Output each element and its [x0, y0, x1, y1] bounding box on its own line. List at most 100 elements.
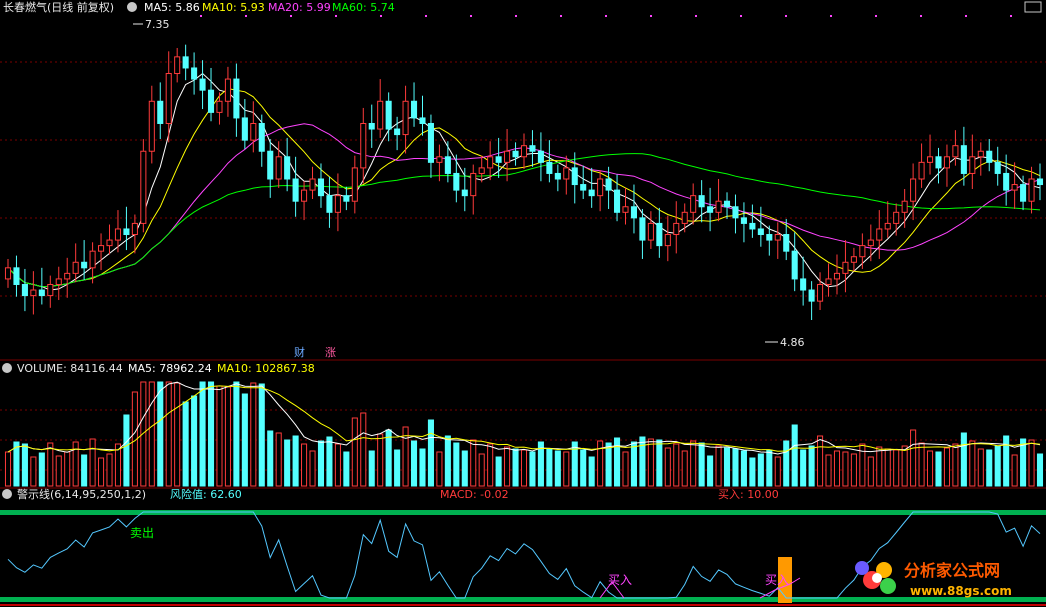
- candle: [588, 167, 595, 208]
- candle-body: [977, 150, 984, 158]
- volume-bar: [960, 432, 967, 487]
- volume-bar: [284, 439, 291, 487]
- candle: [292, 156, 299, 217]
- indicator-lines: [7, 511, 1041, 599]
- candle: [1020, 175, 1027, 211]
- candle-body: [30, 289, 37, 297]
- candle: [597, 170, 604, 212]
- volume-bar: [563, 451, 570, 487]
- candle: [859, 233, 866, 269]
- candle: [123, 206, 130, 251]
- volume-bar: [360, 412, 367, 487]
- candle: [537, 132, 544, 182]
- candle: [800, 256, 807, 306]
- candle-body: [224, 78, 231, 102]
- candle-body: [1003, 172, 1010, 191]
- candle: [38, 267, 45, 305]
- candle: [30, 271, 37, 315]
- volume-bar: [114, 443, 122, 487]
- candle: [419, 95, 426, 136]
- candle: [284, 137, 291, 192]
- candle-body: [343, 195, 350, 202]
- candle: [850, 247, 857, 272]
- candle-body: [867, 239, 874, 247]
- volume-bar: [30, 456, 37, 487]
- candle-body: [588, 189, 595, 197]
- marker-dot: [1010, 15, 1012, 17]
- candle-body: [520, 145, 528, 158]
- candle-body: [1036, 178, 1044, 186]
- candle: [427, 114, 434, 178]
- volume-bar: [850, 453, 857, 487]
- candle: [165, 51, 172, 143]
- candle-body: [850, 256, 857, 263]
- candle-body: [402, 100, 409, 136]
- volume-bar: [267, 430, 274, 487]
- candle-body: [969, 156, 976, 174]
- volume-bar: [749, 457, 756, 487]
- volume-bar: [952, 443, 959, 487]
- candle-body: [994, 161, 1001, 174]
- candle: [326, 176, 333, 228]
- candle: [893, 203, 900, 236]
- candle: [81, 240, 88, 281]
- volume-bar: [766, 449, 773, 487]
- volume-bar: [520, 449, 528, 487]
- candle-body: [656, 222, 663, 247]
- candle-body: [47, 283, 54, 297]
- volume-bar: [1020, 438, 1027, 487]
- candle: [571, 152, 578, 204]
- volume-bar: [681, 450, 688, 487]
- volume-bar: [800, 449, 807, 487]
- candle: [825, 263, 832, 297]
- candle: [774, 222, 781, 259]
- candle: [639, 208, 646, 259]
- candle-body: [926, 156, 934, 163]
- candle-body: [326, 195, 333, 213]
- marker-dot: [470, 15, 472, 17]
- candle: [444, 141, 451, 183]
- volume-bar: [436, 451, 443, 487]
- candle-body: [605, 178, 612, 191]
- candle: [394, 116, 401, 151]
- candle-body: [410, 100, 418, 119]
- volume-bar: [791, 424, 798, 487]
- candle-body: [893, 211, 900, 224]
- candle: [884, 201, 891, 238]
- candle: [952, 130, 959, 166]
- volume-bar: [326, 436, 333, 487]
- volume-bar: [910, 429, 917, 487]
- candle: [876, 210, 883, 259]
- candle: [89, 242, 96, 284]
- candle-body: [4, 267, 12, 280]
- candle: [182, 44, 189, 81]
- candle: [334, 173, 341, 232]
- volume-bar: [199, 381, 206, 487]
- candle: [969, 134, 976, 189]
- volume-bar: [402, 426, 409, 487]
- candle-body: [740, 217, 747, 224]
- candle: [656, 207, 663, 258]
- candle: [512, 142, 519, 166]
- candle: [199, 60, 206, 110]
- candle: [901, 188, 908, 228]
- volume-bar: [250, 382, 257, 487]
- candle: [546, 140, 553, 183]
- volume-bar: [1003, 435, 1010, 487]
- candle: [453, 154, 460, 203]
- volume-bar: [157, 381, 164, 487]
- candle-body: [546, 161, 553, 174]
- candle: [241, 99, 248, 150]
- candle: [630, 184, 638, 234]
- candle-body: [38, 289, 45, 297]
- lower-warning-band: [0, 597, 1046, 602]
- candle: [309, 166, 316, 199]
- candle-body: [258, 122, 265, 152]
- candle: [72, 243, 79, 283]
- candle-body: [732, 206, 739, 219]
- candle: [224, 66, 231, 117]
- candle: [715, 179, 722, 222]
- candle: [698, 180, 705, 223]
- candle: [960, 126, 967, 186]
- buy-signal-line: [759, 577, 801, 599]
